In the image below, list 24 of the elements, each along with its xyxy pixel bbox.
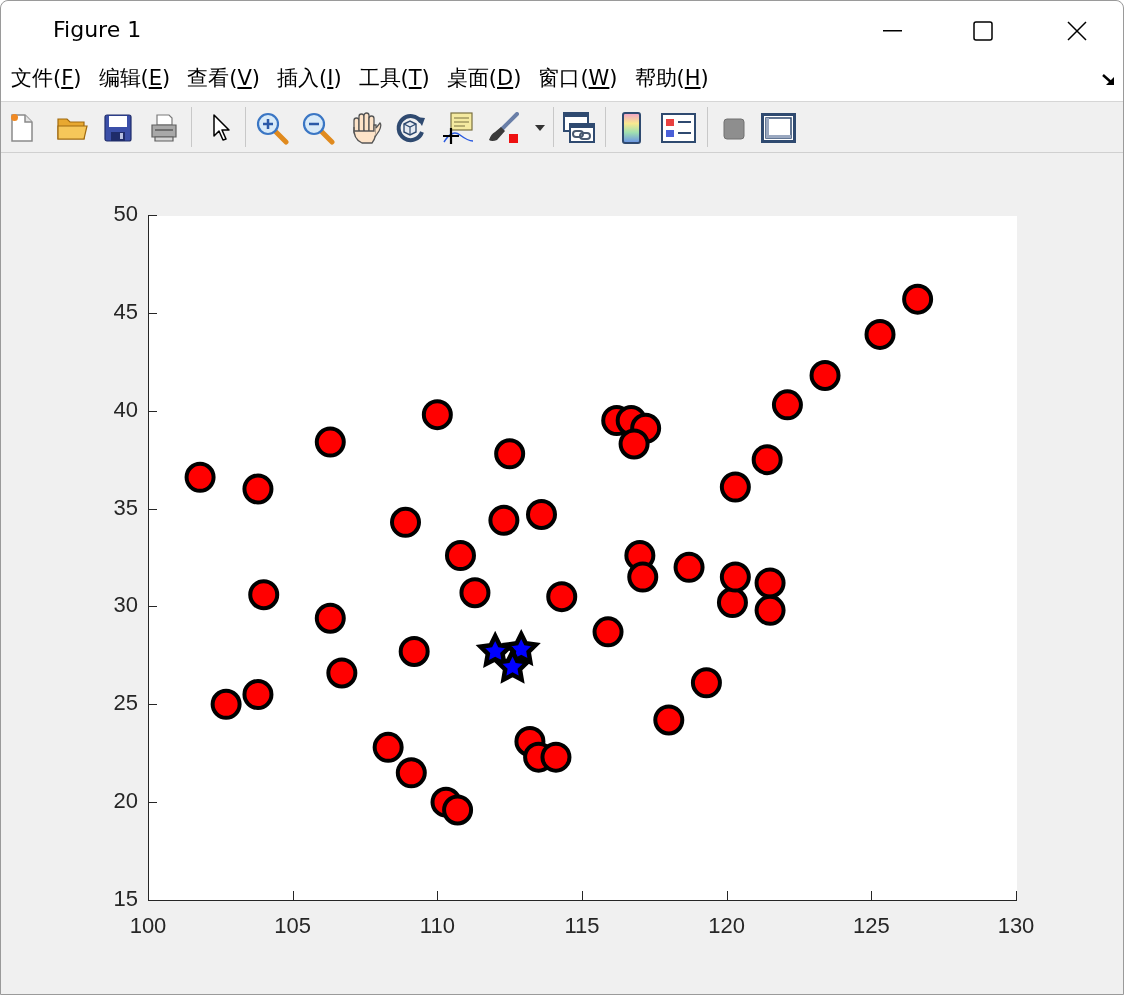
text: 桌面(D) [446,65,522,92]
x-tick-label: 125 [852,913,890,939]
text: 文件(F) [11,65,82,92]
y-tick-label: 45 [113,298,138,324]
x-tick-label: 115 [564,913,600,939]
y-tick-label: 35 [113,494,138,520]
text: 窗口(W) [538,65,618,92]
x-tick-label: 130 [997,913,1035,939]
y-tick-label: 50 [113,201,138,227]
text: 编辑(E) [98,65,171,92]
y-tick-label: 20 [113,788,138,814]
y-tick-label: 30 [113,592,138,618]
x-tick-label: 110 [419,913,455,939]
text: 工具(T) [358,65,430,92]
caption: Figure 1 [53,16,142,44]
y-tick-label: 40 [113,396,138,422]
x-tick-label: 100 [129,913,167,939]
x-tick-label: 120 [708,913,746,939]
y-tick-label: 15 [113,886,138,912]
x-tick-label: 105 [274,913,312,939]
text: 插入(I) [276,65,342,92]
text: 帮助(H) [634,65,709,92]
text: 查看(V) [187,65,260,92]
y-tick-label: 25 [113,690,138,716]
